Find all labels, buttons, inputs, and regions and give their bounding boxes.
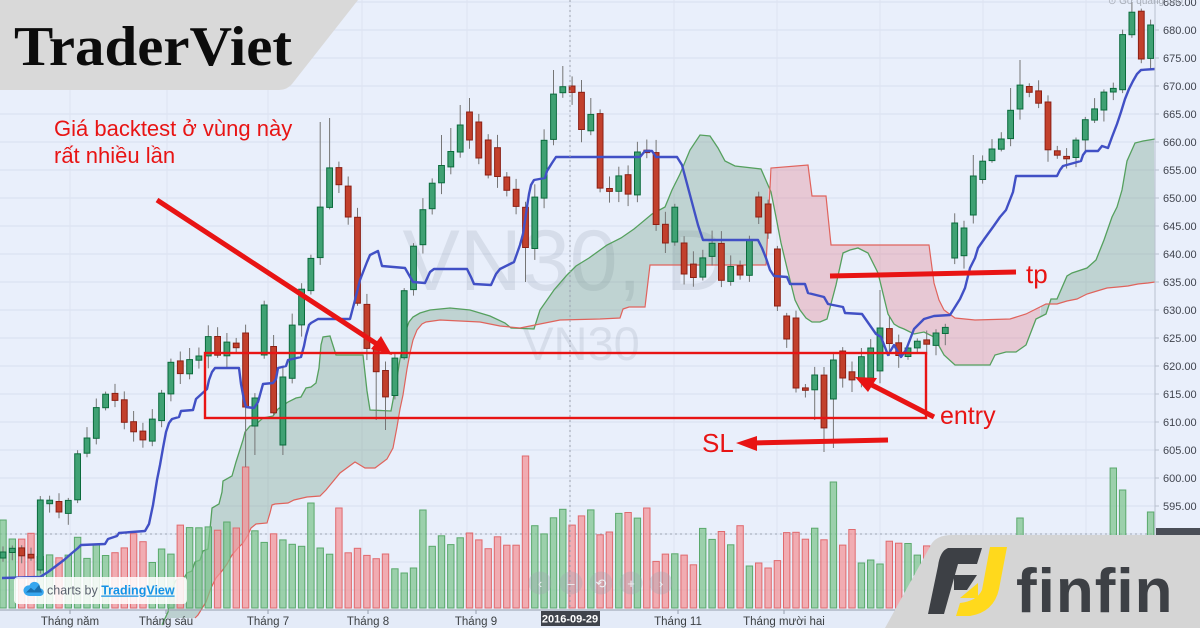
svg-text:Tháng năm: Tháng năm bbox=[41, 616, 99, 628]
svg-text:600.00: 600.00 bbox=[1163, 473, 1197, 485]
svg-text:610.00: 610.00 bbox=[1163, 417, 1197, 429]
svg-text:640.00: 640.00 bbox=[1163, 249, 1197, 261]
svg-text:tp: tp bbox=[1026, 259, 1048, 289]
svg-text:Tháng mười hai: Tháng mười hai bbox=[743, 616, 825, 628]
svg-text:Tháng 9: Tháng 9 bbox=[455, 616, 497, 628]
svg-text:685.00: 685.00 bbox=[1163, 0, 1197, 9]
svg-text:655.00: 655.00 bbox=[1163, 165, 1197, 177]
svg-text:Tháng 7: Tháng 7 bbox=[247, 616, 289, 628]
svg-text:TraderViet: TraderViet bbox=[14, 16, 292, 78]
svg-text:680.00: 680.00 bbox=[1163, 25, 1197, 37]
svg-text:charts by TradingView: charts by TradingView bbox=[47, 584, 175, 598]
svg-text:rất nhiều lần: rất nhiều lần bbox=[54, 143, 175, 168]
svg-text:‹: ‹ bbox=[538, 576, 542, 591]
svg-text:›: › bbox=[659, 576, 663, 591]
svg-text:Tháng sáu: Tháng sáu bbox=[139, 616, 193, 628]
svg-text:finfin: finfin bbox=[1016, 557, 1174, 626]
svg-text:VN30: VN30 bbox=[522, 317, 640, 370]
svg-text:2016-09-29: 2016-09-29 bbox=[542, 614, 598, 626]
svg-text:+: + bbox=[627, 576, 635, 591]
svg-text:620.00: 620.00 bbox=[1163, 361, 1197, 373]
svg-text:entry: entry bbox=[940, 402, 996, 430]
svg-text:630.00: 630.00 bbox=[1163, 305, 1197, 317]
svg-text:⟲: ⟲ bbox=[596, 576, 607, 591]
svg-text:670.00: 670.00 bbox=[1163, 81, 1197, 93]
svg-text:SL: SL bbox=[702, 428, 734, 458]
svg-text:Tháng 8: Tháng 8 bbox=[347, 616, 389, 628]
svg-text:–: – bbox=[567, 576, 575, 591]
svg-text:Tháng 11: Tháng 11 bbox=[654, 616, 702, 628]
svg-text:645.00: 645.00 bbox=[1163, 221, 1197, 233]
svg-text:⊙ Gỡ quảng cáo: ⊙ Gỡ quảng cáo bbox=[1108, 0, 1183, 7]
svg-text:605.00: 605.00 bbox=[1163, 445, 1197, 457]
svg-text:635.00: 635.00 bbox=[1163, 277, 1197, 289]
svg-text:625.00: 625.00 bbox=[1163, 333, 1197, 345]
svg-text:660.00: 660.00 bbox=[1163, 137, 1197, 149]
svg-text:650.00: 650.00 bbox=[1163, 193, 1197, 205]
svg-text:675.00: 675.00 bbox=[1163, 53, 1197, 65]
svg-text:Giá backtest ở vùng này: Giá backtest ở vùng này bbox=[54, 116, 292, 141]
svg-text:615.00: 615.00 bbox=[1163, 389, 1197, 401]
svg-text:595.00: 595.00 bbox=[1163, 501, 1197, 513]
svg-text:665.00: 665.00 bbox=[1163, 109, 1197, 121]
